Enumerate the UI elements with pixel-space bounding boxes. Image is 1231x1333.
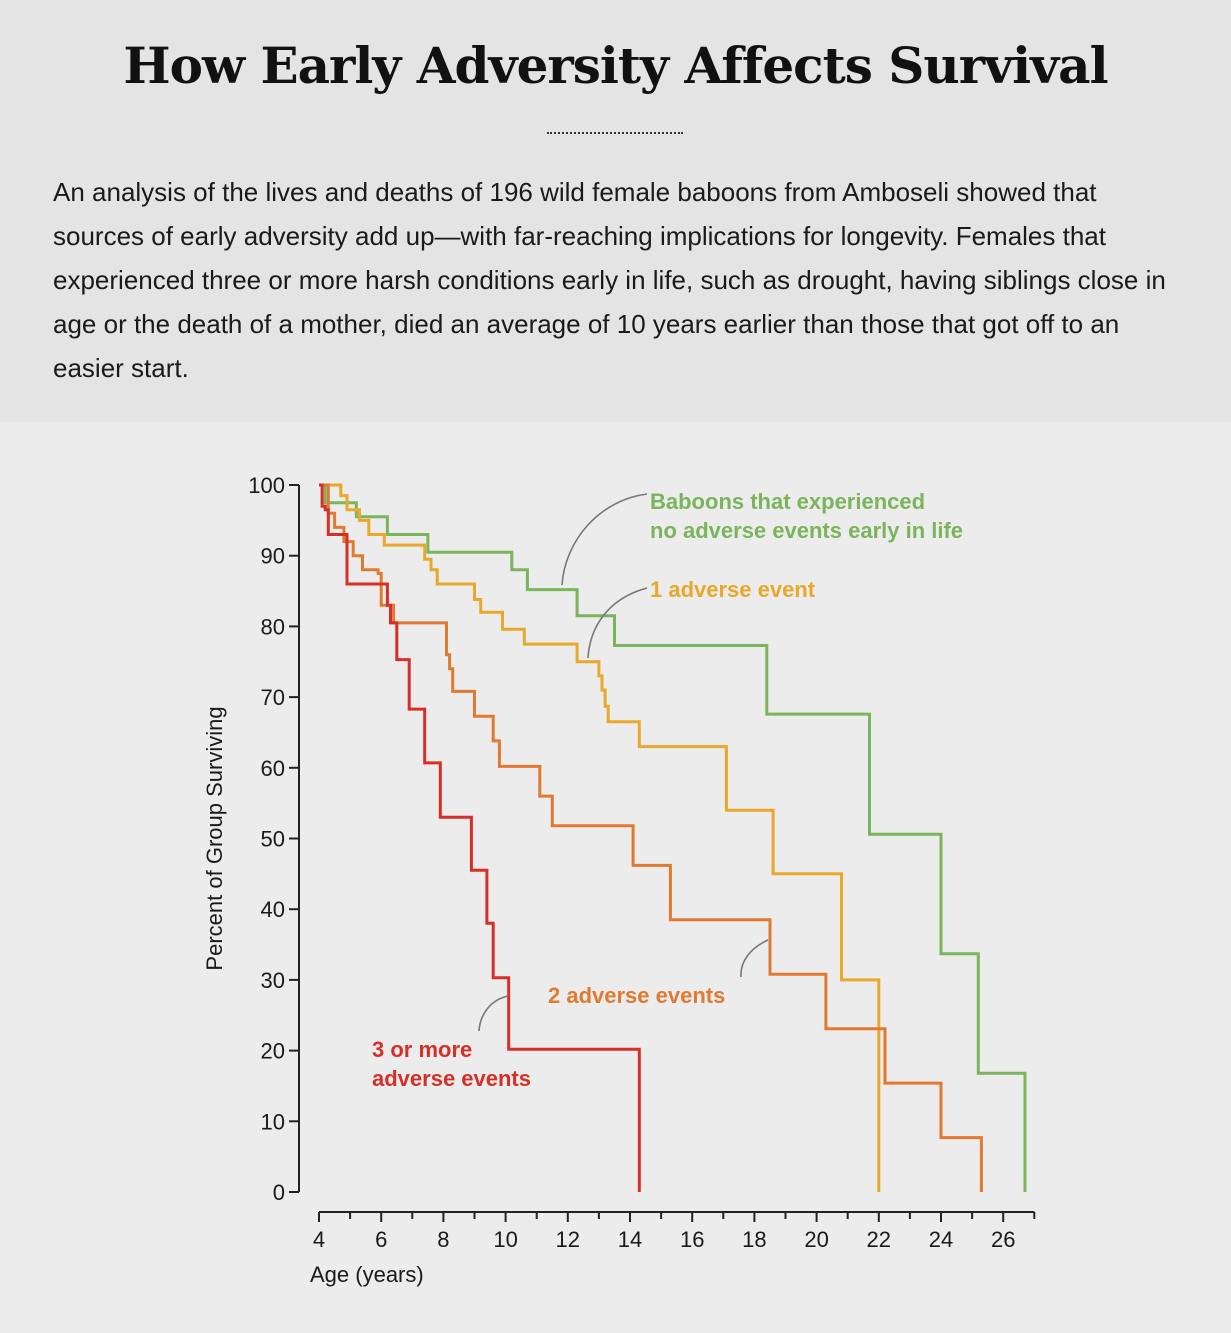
x-tick-label: 6 <box>375 1227 387 1252</box>
series-line-2 <box>319 483 983 1192</box>
title-divider <box>547 132 683 134</box>
y-tick-label: 50 <box>261 827 285 852</box>
x-axis-title: Age (years) <box>310 1262 424 1287</box>
x-tick-label: 12 <box>556 1227 580 1252</box>
series-line-1 <box>319 483 881 1192</box>
series-label: 3 or more <box>372 1037 472 1062</box>
intro-paragraph: An analysis of the lives and deaths of 1… <box>53 177 1166 383</box>
y-tick-label: 30 <box>261 968 285 993</box>
series-label: 2 adverse events <box>548 983 725 1008</box>
series-line-3 <box>319 483 641 1192</box>
axes: 0 10 20 30 40 50 60 70 80 90 100 Percent of Group S… <box>202 473 1036 1287</box>
y-tick-label: 20 <box>261 1039 285 1064</box>
header-panel: How Early Adversity Affects Survival An … <box>0 0 1231 422</box>
page-title: How Early Adversity Affects Survival <box>123 36 1108 95</box>
annotations: Baboons that experienced no adverse event… <box>372 489 963 1091</box>
series-lines <box>319 483 1027 1192</box>
x-tick-label: 14 <box>618 1227 642 1252</box>
series-label: Baboons that experienced <box>650 489 925 514</box>
annotation-leader <box>478 995 509 1032</box>
x-tick-label: 10 <box>493 1227 517 1252</box>
y-tick-label: 100 <box>248 473 285 498</box>
y-tick-label: 80 <box>261 614 285 639</box>
y-tick-label: 10 <box>261 1109 285 1134</box>
x-tick-label: 18 <box>742 1227 766 1252</box>
series-label: adverse events <box>372 1066 531 1091</box>
annotation-leader <box>740 939 769 978</box>
x-tick-label: 22 <box>867 1227 891 1252</box>
y-tick-label: 90 <box>261 544 285 569</box>
x-tick-label: 8 <box>437 1227 449 1252</box>
annotation-leader <box>561 493 648 586</box>
y-axis-title: Percent of Group Surviving <box>202 706 227 970</box>
x-tick-label: 16 <box>680 1227 704 1252</box>
series-label: no adverse events early in life <box>650 518 963 543</box>
y-tick-label: 70 <box>261 685 285 710</box>
x-tick-label: 20 <box>804 1227 828 1252</box>
y-tick-label: 40 <box>261 897 285 922</box>
series-line-0 <box>319 483 1027 1192</box>
x-tick-label: 26 <box>991 1227 1015 1252</box>
y-tick-label: 0 <box>273 1180 285 1205</box>
x-tick-label: 4 <box>313 1227 325 1252</box>
y-tick-label: 60 <box>261 756 285 781</box>
series-label: 1 adverse event <box>650 577 816 602</box>
annotation-leader <box>587 587 648 659</box>
x-tick-label: 24 <box>929 1227 953 1252</box>
